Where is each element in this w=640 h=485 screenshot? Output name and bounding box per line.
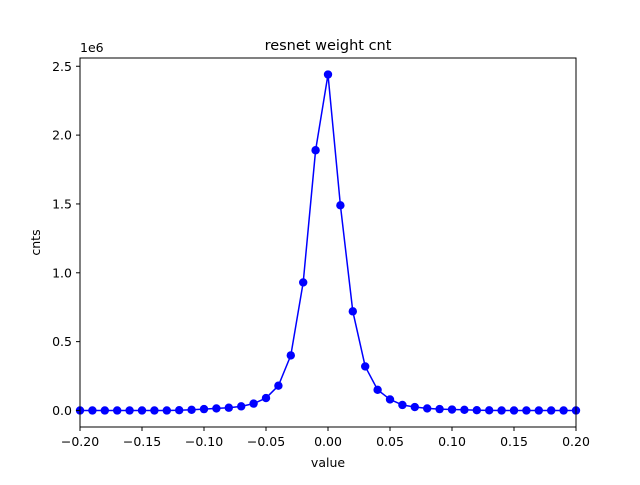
data-point <box>137 406 147 415</box>
data-point <box>373 385 382 395</box>
data-point <box>199 404 209 414</box>
data-point <box>559 406 568 415</box>
data-point <box>348 307 357 316</box>
x-tick-label: 0.05 <box>376 434 404 449</box>
data-point <box>187 405 196 414</box>
x-tick-label: 0.00 <box>314 434 342 449</box>
data-point <box>299 278 308 287</box>
data-point <box>385 395 395 404</box>
data-point <box>509 406 519 415</box>
data-point <box>447 405 457 414</box>
data-point <box>88 406 97 415</box>
y-tick-label: 1.0 <box>52 265 72 280</box>
ticks-layer: −0.20 −0.15 −0.10 −0.05 0.00 0.05 0.10 0.15 0.20… <box>52 59 590 449</box>
data-point <box>410 402 419 412</box>
data-point <box>175 406 184 415</box>
x-axis-label: value <box>311 455 345 470</box>
data-point <box>224 403 233 412</box>
x-tick-label: −0.20 <box>61 434 99 449</box>
data-point <box>311 146 320 155</box>
data-point <box>274 381 283 390</box>
data-point <box>497 406 506 415</box>
series-layer <box>75 70 581 415</box>
data-point <box>323 70 333 79</box>
y-tick-label: 0.5 <box>52 334 72 349</box>
data-point <box>547 406 556 415</box>
data-point <box>398 400 407 410</box>
data-point <box>286 351 295 360</box>
y-tick-label: 1.5 <box>52 196 72 211</box>
x-tick-label: −0.15 <box>123 434 161 449</box>
y-axis-offset-label: 1e6 <box>80 40 104 55</box>
data-point <box>336 201 345 210</box>
x-tick-label: −0.05 <box>247 434 285 449</box>
x-tick-label: 0.10 <box>438 434 466 449</box>
data-point <box>423 404 432 413</box>
chart-title: resnet weight cnt <box>265 38 392 54</box>
data-point <box>435 404 444 414</box>
data-point <box>113 406 122 415</box>
y-axis-label: cnts <box>28 229 43 255</box>
data-point <box>485 406 494 415</box>
y-tick-label: 0.0 <box>52 403 72 418</box>
data-point <box>534 406 543 415</box>
data-point <box>150 406 159 415</box>
data-point <box>261 393 271 403</box>
data-point <box>460 405 469 414</box>
data-point <box>212 404 221 413</box>
x-tick-label: 0.15 <box>500 434 528 449</box>
data-point <box>522 406 531 415</box>
y-tick-label: 2.0 <box>52 128 72 143</box>
data-point <box>249 399 258 408</box>
data-point <box>125 406 134 415</box>
data-point <box>361 362 370 371</box>
y-tick-label: 2.5 <box>52 59 72 74</box>
data-point <box>100 406 110 415</box>
data-point <box>237 402 246 411</box>
data-point <box>472 406 481 415</box>
data-point <box>162 406 171 415</box>
x-tick-label: 0.20 <box>562 434 590 449</box>
x-tick-label: −0.10 <box>185 434 223 449</box>
